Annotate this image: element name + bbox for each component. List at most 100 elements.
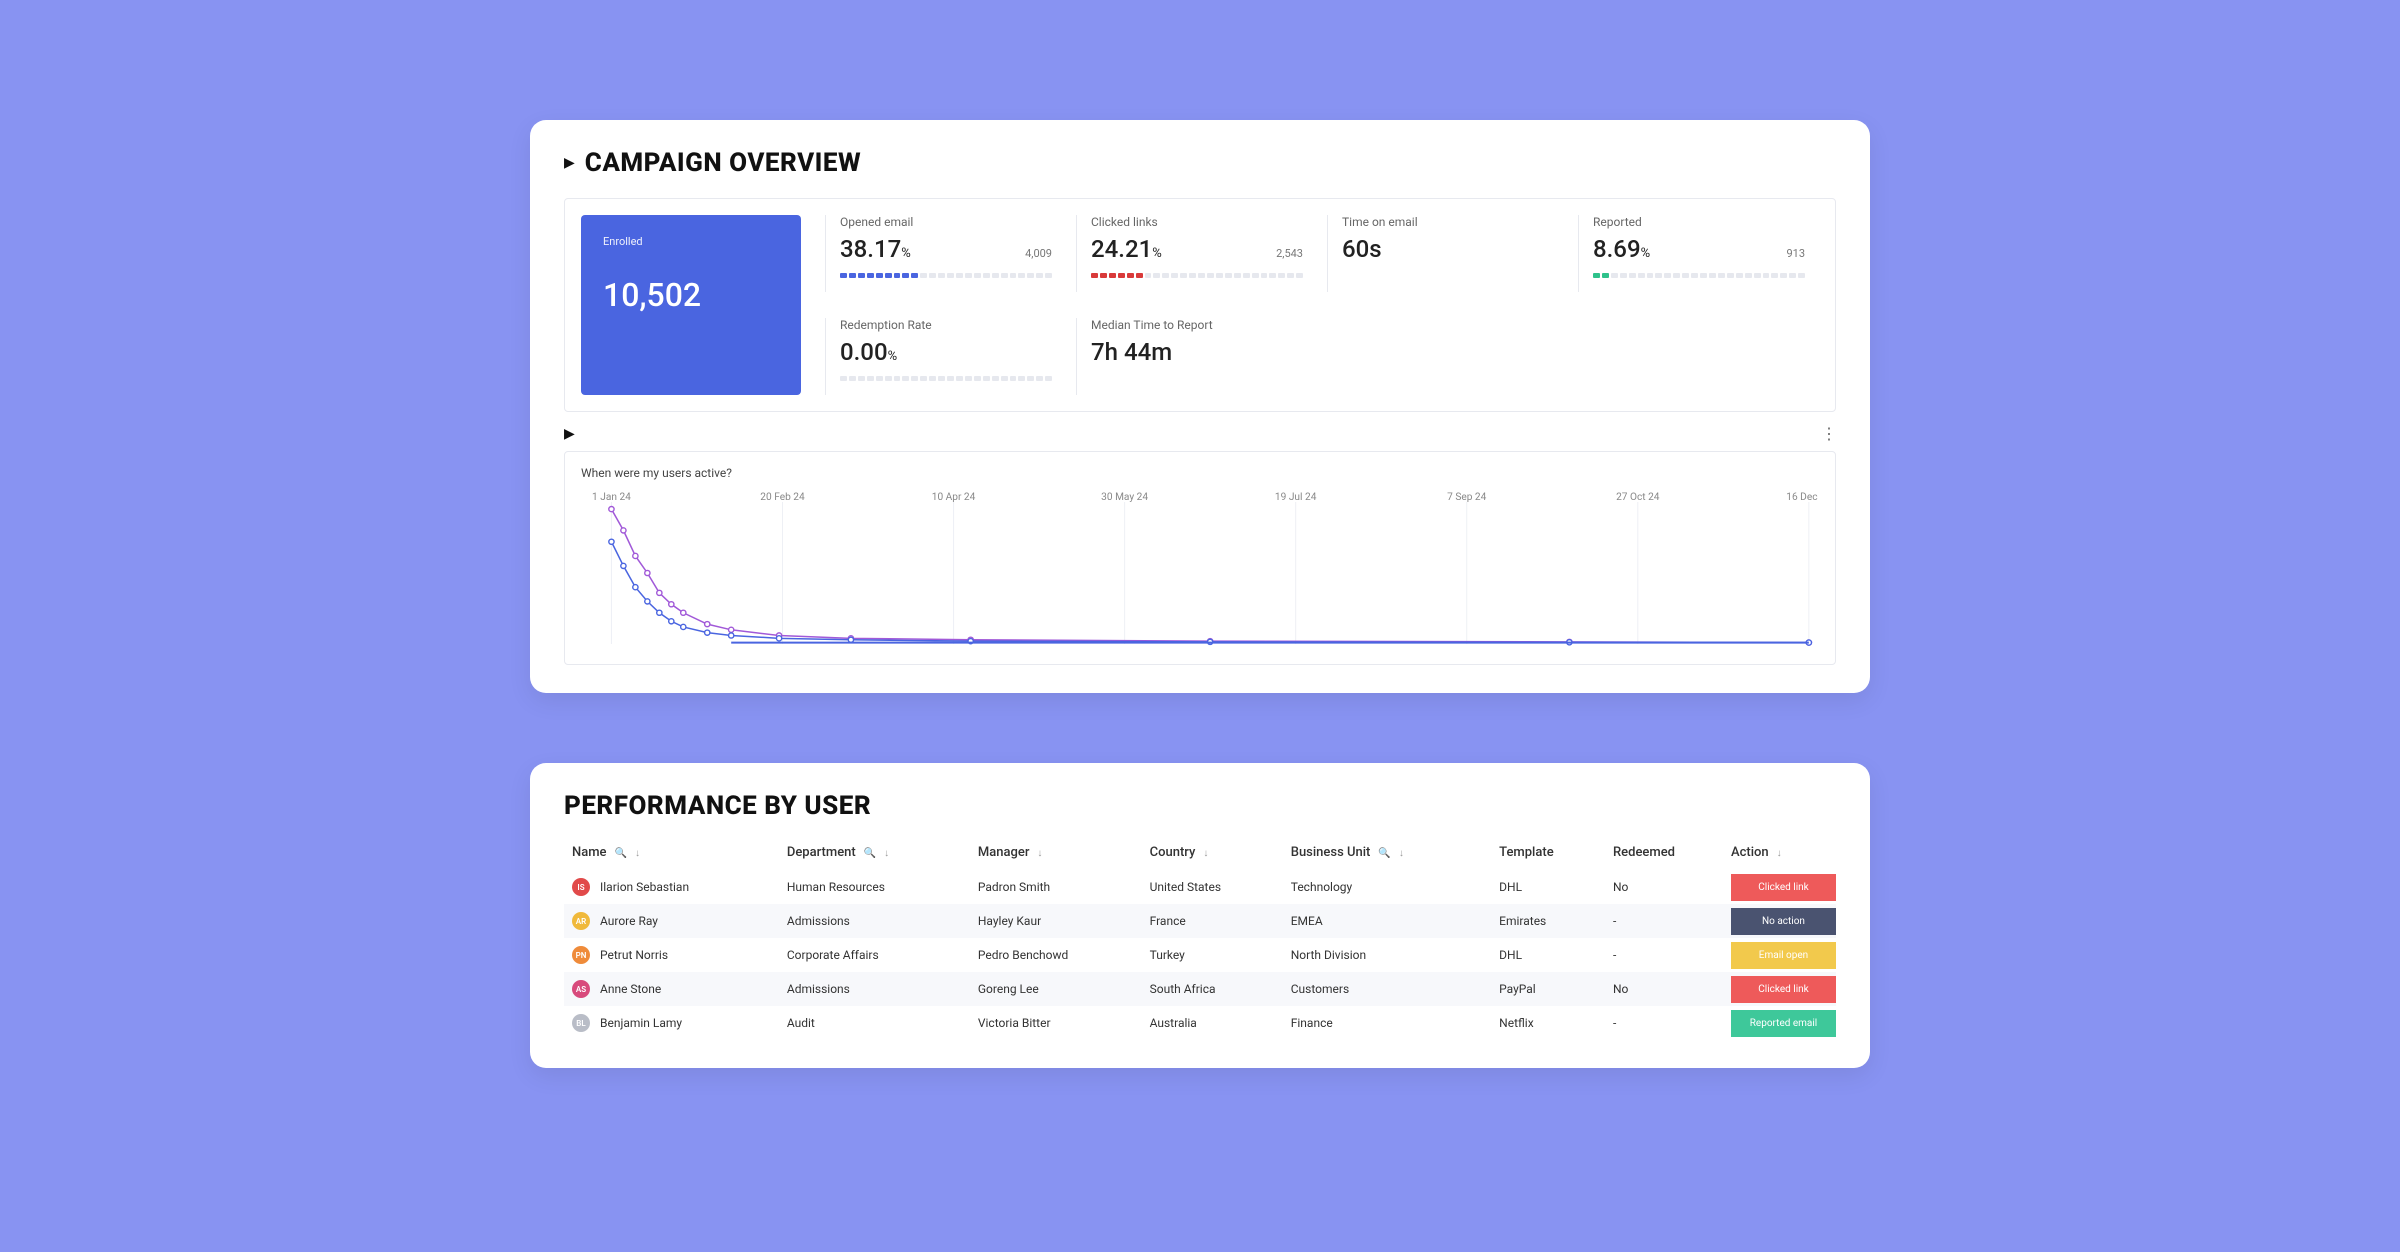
col-template[interactable]: Template (1491, 835, 1605, 870)
template: DHL (1491, 870, 1605, 904)
table-row[interactable]: BLBenjamin LamyAuditVictoria BitterAustr… (564, 1006, 1836, 1040)
action-badge: Reported email (1731, 1010, 1836, 1037)
manager: Victoria Bitter (970, 1006, 1142, 1040)
metric-value: 60s (1342, 235, 1382, 263)
svg-text:20 Feb 24: 20 Feb 24 (760, 492, 805, 503)
chart-collapse-icon[interactable]: ▶ (564, 426, 575, 442)
metric-label: Clicked links (1091, 215, 1303, 229)
user-name: Anne Stone (600, 982, 661, 996)
chart-subheader: ▶ ⋮ (564, 424, 1836, 443)
col-label: Manager (978, 845, 1030, 860)
metric-median-time-to-report: Median Time to Report7h 44m (1076, 318, 1317, 395)
avatar: IS (572, 878, 590, 896)
search-icon[interactable]: 🔍 (615, 848, 627, 859)
metric-value: 24.21% (1091, 235, 1162, 263)
col-department[interactable]: Department🔍↓ (779, 835, 970, 870)
more-menu-icon[interactable]: ⋮ (1821, 424, 1836, 443)
chart-title: When were my users active? (581, 466, 1819, 480)
metric-bar (1593, 273, 1805, 278)
redeemed: - (1605, 904, 1731, 938)
col-label: Action (1731, 845, 1769, 860)
department: Admissions (779, 972, 970, 1006)
col-label: Redeemed (1613, 845, 1675, 860)
metrics-container: Enrolled 10,502 Opened email38.17%4,009C… (564, 198, 1836, 412)
col-label: Business Unit (1291, 845, 1371, 860)
sort-icon[interactable]: ↓ (884, 848, 889, 859)
metric-label: Reported (1593, 215, 1805, 229)
manager: Padron Smith (970, 870, 1142, 904)
user-name: Benjamin Lamy (600, 1016, 682, 1030)
business-unit: North Division (1283, 938, 1491, 972)
name-cell: BL Benjamin Lamy (572, 1014, 771, 1032)
table-row[interactable]: IS Ilarion Sebastian Human ResourcesPadron… (564, 870, 1836, 904)
template: Emirates (1491, 904, 1605, 938)
metric-bar (840, 376, 1052, 381)
table-header-row: Name🔍↓Department🔍↓Manager↓Country↓Busine… (564, 835, 1836, 870)
col-business-unit[interactable]: Business Unit 🔍 ↓ (1283, 835, 1491, 870)
table-row[interactable]: PNPetrut NorrisCorporate AffairsPedro Be… (564, 938, 1836, 972)
col-country[interactable]: Country ↓ (1142, 835, 1283, 870)
manager: Goreng Lee (970, 972, 1142, 1006)
activity-chart-panel: When were my users active? 1 Jan 2420 Fe… (564, 451, 1836, 665)
business-unit: Customers (1283, 972, 1491, 1006)
template: DHL (1491, 938, 1605, 972)
country: South Africa (1142, 972, 1283, 1006)
metric-value: 0.00% (840, 338, 897, 366)
svg-text:7 Sep 24: 7 Sep 24 (1447, 492, 1487, 503)
department: Audit (779, 1006, 970, 1040)
template: PayPal (1491, 972, 1605, 1006)
user-name: Ilarion Sebastian (600, 880, 689, 894)
metric-label: Redemption Rate (840, 318, 1052, 332)
template: Netflix (1491, 1006, 1605, 1040)
enrolled-label: Enrolled (603, 235, 779, 248)
action-badge: Clicked link (1731, 874, 1836, 901)
col-action[interactable]: Action ↓ (1731, 835, 1836, 870)
col-label: Template (1499, 845, 1554, 860)
metric-bar (1091, 273, 1303, 278)
department: Corporate Affairs (779, 938, 970, 972)
metric-redemption-rate: Redemption Rate 0.00% (825, 318, 1066, 395)
card-title: PERFORMANCE BY USER (564, 791, 1836, 821)
metrics-grid: Opened email38.17%4,009Clicked links24.2… (825, 215, 1819, 395)
country: United States (1142, 870, 1283, 904)
redeemed: - (1605, 1006, 1731, 1040)
name-cell: ASAnne Stone (572, 980, 771, 998)
user-name: Petrut Norris (600, 948, 668, 962)
svg-text:16 Dec 24: 16 Dec 24 (1786, 492, 1819, 503)
department: Human Resources (779, 870, 970, 904)
svg-text:27 Oct 24: 27 Oct 24 (1616, 492, 1660, 503)
department: Admissions (779, 904, 970, 938)
redeemed: No (1605, 870, 1731, 904)
sort-icon[interactable]: ↓ (1037, 848, 1042, 859)
sort-icon[interactable]: ↓ (635, 848, 640, 859)
collapse-icon[interactable]: ▶ (564, 155, 575, 171)
col-name[interactable]: Name🔍↓ (564, 835, 779, 870)
col-label: Country (1150, 845, 1196, 860)
svg-text:10 Apr 24: 10 Apr 24 (932, 492, 976, 503)
country: France (1142, 904, 1283, 938)
performance-card: PERFORMANCE BY USER Name🔍↓Department🔍↓Ma… (530, 763, 1870, 1068)
svg-text:19 Jul 24: 19 Jul 24 (1275, 492, 1317, 503)
svg-text:30 May 24: 30 May 24 (1101, 492, 1148, 503)
search-icon[interactable]: 🔍 (864, 848, 876, 859)
redeemed: No (1605, 972, 1731, 1006)
sort-icon[interactable]: ↓ (1203, 848, 1208, 859)
activity-chart: 1 Jan 2420 Feb 2410 Apr 2430 May 2419 Ju… (581, 486, 1819, 656)
manager: Hayley Kaur (970, 904, 1142, 938)
sort-icon[interactable]: ↓ (1399, 848, 1404, 859)
col-redeemed[interactable]: Redeemed (1605, 835, 1731, 870)
name-cell: IS Ilarion Sebastian (572, 878, 771, 896)
table-row[interactable]: ARAurore Ray AdmissionsHayley KaurFrance E… (564, 904, 1836, 938)
metric-bar (840, 273, 1052, 278)
action-badge: Clicked link (1731, 976, 1836, 1003)
sort-icon[interactable]: ↓ (1777, 848, 1782, 859)
table-row[interactable]: ASAnne Stone AdmissionsGoreng LeeSouth Af… (564, 972, 1836, 1006)
name-cell: ARAurore Ray (572, 912, 771, 930)
metric-reported: Reported8.69%913 (1578, 215, 1819, 292)
avatar: BL (572, 1014, 590, 1032)
metric-label: Median Time to Report (1091, 318, 1303, 332)
col-manager[interactable]: Manager ↓ (970, 835, 1142, 870)
business-unit: Technology (1283, 870, 1491, 904)
action-badge: Email open (1731, 942, 1836, 969)
search-icon[interactable]: 🔍 (1378, 848, 1390, 859)
